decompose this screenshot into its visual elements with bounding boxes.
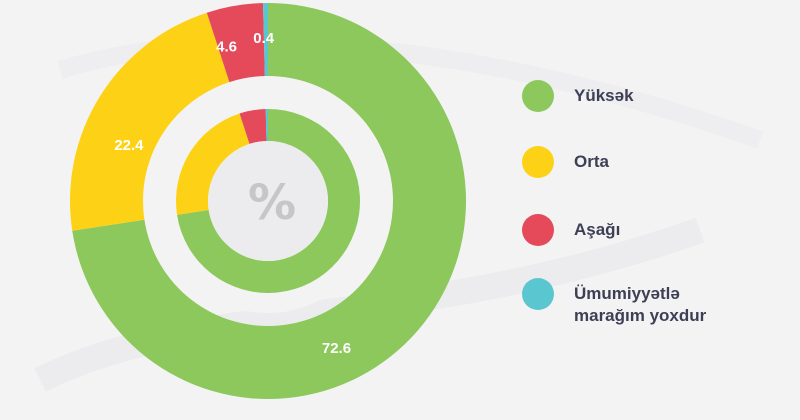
inner-slice-marag-yoxdur [265,109,268,142]
outer-slice-marag-yoxdur [263,3,268,77]
legend-item-orta: Orta [522,146,609,178]
legend-item-marag-yoxdur: Ümumiyyətlə marağım yoxdur [522,278,706,327]
value-label-orta: 22.4 [114,137,144,154]
value-label-asagi: 4.6 [216,38,237,55]
inner-slice-asagi [239,109,267,144]
legend-label-marag-yoxdur: Ümumiyyətlə marağım yoxdur [574,284,707,325]
outer-slice-yuksek [72,3,467,399]
legend-swatch-orta [522,146,554,178]
legend-item-asagi: Aşağı [522,214,620,246]
percent-symbol: % [248,175,296,231]
legend-label-orta: Orta [574,152,609,171]
center-hole [208,141,328,261]
inner-slice-yuksek [177,109,360,293]
outer-slice-orta [70,12,230,231]
outer-slice-asagi [206,3,265,83]
legend-label-yuksek: Yüksək [574,86,634,105]
legend-item-yuksek: Yüksək [522,80,634,112]
legend-swatch-marag-yoxdur [522,278,554,310]
inner-slice-orta [175,113,250,215]
legend-swatch-asagi [522,214,554,246]
value-label-marag-yoxdur: 0.4 [253,30,275,47]
legend-swatch-yuksek [522,80,554,112]
value-label-yuksek: 72.6 [322,340,351,357]
legend-label-asagi: Aşağı [574,220,621,239]
